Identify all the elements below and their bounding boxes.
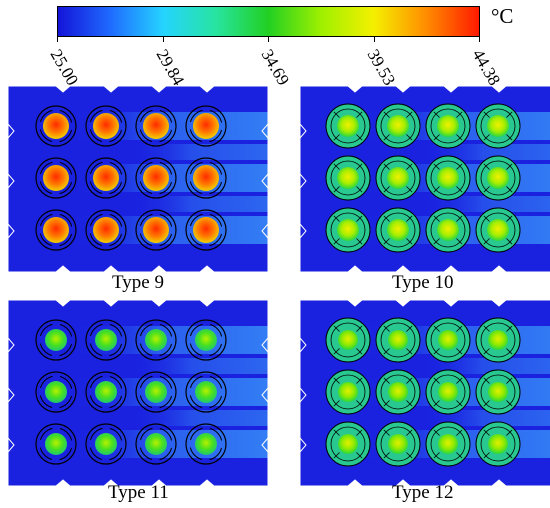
contour-plot — [7, 85, 269, 273]
heat-source — [475, 369, 521, 415]
heat-source — [135, 423, 177, 465]
heat-source — [85, 209, 127, 251]
heat-source — [375, 103, 421, 149]
colorbar-tick-label: 29.84 — [152, 46, 188, 89]
heat-source — [185, 209, 227, 251]
heat-source — [475, 421, 521, 467]
contour-plot — [299, 85, 550, 273]
colorbar-tick — [268, 37, 269, 42]
heat-source — [475, 317, 521, 363]
heat-source — [425, 369, 471, 415]
heat-source — [375, 155, 421, 201]
heat-source — [185, 157, 227, 199]
heat-source — [135, 209, 177, 251]
heat-source — [475, 207, 521, 253]
heat-source — [185, 319, 227, 361]
colorbar-tick — [162, 37, 164, 42]
heat-source — [85, 157, 127, 199]
panel-type-9 — [7, 85, 269, 273]
heat-source — [375, 317, 421, 363]
heat-source — [375, 207, 421, 253]
heat-source — [35, 157, 77, 199]
contour-plot — [7, 299, 269, 487]
panel-type-12 — [299, 299, 550, 487]
heat-source — [85, 319, 127, 361]
heat-source — [325, 207, 371, 253]
contour-plot — [299, 299, 550, 487]
colorbar-unit: °C — [491, 4, 514, 28]
heat-source — [185, 371, 227, 413]
panel-type-11 — [7, 299, 269, 487]
heat-source — [325, 155, 371, 201]
heat-source — [35, 209, 77, 251]
heat-source — [325, 369, 371, 415]
caption-type-12: Type 12 — [392, 482, 454, 503]
heat-source — [325, 317, 371, 363]
heat-source — [35, 423, 77, 465]
heat-source — [425, 207, 471, 253]
caption-type-9: Type 9 — [112, 272, 164, 293]
heat-source — [425, 103, 471, 149]
heat-source — [135, 105, 177, 147]
heat-source — [425, 421, 471, 467]
heat-source — [325, 103, 371, 149]
colorbar-tick-label: 39.53 — [363, 46, 399, 89]
heat-source — [325, 421, 371, 467]
heat-source — [135, 319, 177, 361]
heat-source — [475, 103, 521, 149]
colorbar — [57, 6, 480, 37]
heat-source — [35, 105, 77, 147]
colorbar-tick — [479, 37, 480, 42]
heat-source — [425, 155, 471, 201]
heat-source — [375, 369, 421, 415]
caption-type-10: Type 10 — [392, 272, 454, 293]
heat-source — [135, 371, 177, 413]
heat-source — [185, 423, 227, 465]
heat-source — [185, 105, 227, 147]
caption-type-11: Type 11 — [108, 482, 169, 503]
colorbar-tick — [373, 37, 375, 42]
heat-source — [35, 319, 77, 361]
colorbar-tick — [57, 37, 58, 42]
heat-source — [135, 157, 177, 199]
heat-source — [475, 155, 521, 201]
heat-source — [425, 317, 471, 363]
heat-source — [85, 105, 127, 147]
colorbar-tick-label: 34.69 — [257, 46, 294, 89]
heat-source — [85, 423, 127, 465]
heat-source — [35, 371, 77, 413]
panel-type-10 — [299, 85, 550, 273]
colorbar-tick-label: 25.00 — [46, 46, 83, 89]
heat-source — [375, 421, 421, 467]
colorbar-tick-label: 44.38 — [468, 46, 505, 89]
heat-source — [85, 371, 127, 413]
